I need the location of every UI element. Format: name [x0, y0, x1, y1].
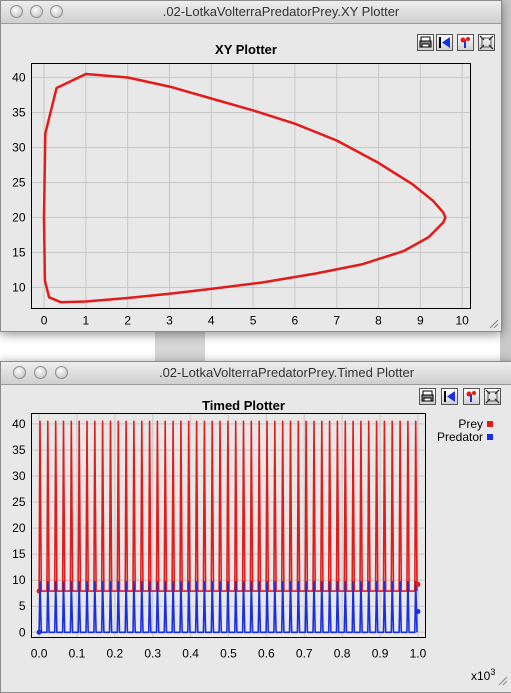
timed-end-marker-predator: [415, 608, 421, 614]
xy-close-button[interactable]: [10, 5, 23, 18]
timed-series-prey: [38, 420, 418, 592]
timed-start-marker-predator: [36, 629, 42, 635]
timed-x-tick-label: 1.0: [410, 647, 427, 661]
xy-plot-title: XY Plotter: [215, 42, 277, 57]
timed-y-tick-label: 5: [19, 599, 26, 613]
xy-window-titlebar[interactable]: .02-LotkaVolterraPredatorPrey.XY Plotter: [1, 1, 501, 24]
print-icon: [421, 390, 434, 402]
timed-y-tick-label: 25: [12, 495, 26, 509]
xy-plot-canvas[interactable]: 0 1 2 3 4 5 6 7 8 9 10 10 15 20 25 30 35 40: [1, 1, 501, 331]
xy-y-tick-label: 30: [12, 141, 26, 155]
xy-y-tick-label: 25: [12, 176, 26, 190]
timed-minimize-button[interactable]: [34, 366, 47, 379]
timed-x-tick-label: 0.4: [182, 647, 199, 661]
timed-series-predator: [38, 581, 418, 634]
timed-y-tick-label: 10: [12, 573, 26, 587]
print-icon: [419, 36, 432, 48]
xy-y-tick-label: 20: [12, 211, 26, 225]
xy-y-tick-label: 15: [12, 246, 26, 260]
sample-plot-icon: [460, 37, 470, 48]
x-axis-exponent-power: 3: [490, 667, 496, 677]
timed-zoom-button[interactable]: [55, 366, 68, 379]
x-axis-exponent: x103: [471, 667, 495, 683]
xy-window-title: .02-LotkaVolterraPredatorPrey.XY Plotter: [162, 4, 400, 19]
timed-close-button[interactable]: [13, 366, 26, 379]
timed-plot-frame: [31, 413, 426, 638]
timed-y-tick-label: 30: [12, 469, 26, 483]
fill-icon: [485, 389, 500, 404]
timed-resize-grip[interactable]: [496, 674, 508, 686]
timed-x-tick-label: 0.1: [69, 647, 86, 661]
xy-x-tick-label: 10: [455, 314, 469, 328]
timed-y-tick-label: 0: [19, 625, 26, 639]
xy-x-tick-label: 2: [124, 314, 131, 328]
timed-y-tick-label: 20: [12, 521, 26, 535]
timed-window-titlebar[interactable]: .02-LotkaVolterraPredatorPrey.Timed Plot…: [1, 362, 511, 385]
timed-y-tick-label: 15: [12, 547, 26, 561]
xy-x-tick-label: 4: [208, 314, 215, 328]
background-window-edge: [500, 0, 511, 689]
xy-y-tick-label: 40: [12, 71, 26, 85]
timed-x-tick-label: 0.0: [31, 647, 48, 661]
timed-sample-plot-button[interactable]: [463, 388, 480, 405]
xy-reset-axes-button[interactable]: [436, 34, 453, 51]
timed-reset-axes-button[interactable]: [441, 388, 458, 405]
timed-window-title: .02-LotkaVolterraPredatorPrey.Timed Plot…: [158, 365, 415, 380]
xy-plot-frame: [31, 63, 471, 309]
timed-x-tick-label: 0.6: [258, 647, 275, 661]
legend-predator-label: Predator: [436, 430, 483, 444]
timed-fill-button[interactable]: [484, 388, 501, 405]
xy-x-tick-label: 7: [333, 314, 340, 328]
timed-x-tick-label: 0.9: [372, 647, 389, 661]
xy-x-tick-label: 8: [375, 314, 382, 328]
legend-predator-swatch: [487, 434, 493, 440]
xy-y-tick-label: 35: [12, 106, 26, 120]
x-axis-exponent-base: x10: [471, 669, 491, 683]
timed-x-tick-label: 0.5: [220, 647, 237, 661]
legend-prey-label: Prey: [458, 417, 483, 431]
xy-y-tick-label: 10: [12, 281, 26, 295]
legend-prey: Prey: [401, 417, 483, 431]
xy-trajectory-line: [42, 72, 447, 304]
xy-x-tick-label: 0: [41, 314, 48, 328]
timed-print-button[interactable]: [419, 388, 436, 405]
xy-minimize-button[interactable]: [30, 5, 43, 18]
timed-y-tick-label: 40: [12, 417, 26, 431]
xy-plotter-window: .02-LotkaVolterraPredatorPrey.XY Plotter…: [0, 0, 502, 332]
xy-print-button[interactable]: [417, 34, 434, 51]
fill-icon: [479, 35, 494, 50]
sample-plot-icon: [466, 391, 476, 402]
reset-axes-icon: [444, 391, 455, 402]
xy-zoom-button[interactable]: [50, 5, 63, 18]
legend-prey-swatch: [487, 421, 493, 427]
timed-plot-canvas[interactable]: 0.0 0.1 0.2 0.3 0.4 0.5 0.6 0.7 0.8 0.9 1.0 0 5 10 15 2…: [1, 362, 511, 692]
xy-x-tick-label: 3: [166, 314, 173, 328]
timed-x-tick-label: 0.2: [107, 647, 124, 661]
xy-sample-plot-button[interactable]: [457, 34, 474, 51]
timed-x-tick-label: 0.3: [144, 647, 161, 661]
reset-axes-icon: [439, 37, 450, 48]
xy-fill-button[interactable]: [478, 34, 495, 51]
timed-x-tick-label: 0.7: [296, 647, 313, 661]
xy-x-tick-label: 9: [417, 314, 424, 328]
xy-x-tick-label: 6: [292, 314, 299, 328]
timed-x-tick-label: 0.8: [334, 647, 351, 661]
legend-predator: Predator: [401, 430, 483, 444]
timed-plotter-window: .02-LotkaVolterraPredatorPrey.Timed Plot…: [0, 361, 511, 693]
xy-resize-grip[interactable]: [487, 317, 499, 329]
timed-plot-title: Timed Plotter: [202, 398, 285, 413]
timed-end-marker-prey: [415, 581, 421, 587]
timed-y-tick-label: 35: [12, 443, 26, 457]
xy-x-tick-label: 5: [250, 314, 257, 328]
xy-x-tick-label: 1: [83, 314, 90, 328]
